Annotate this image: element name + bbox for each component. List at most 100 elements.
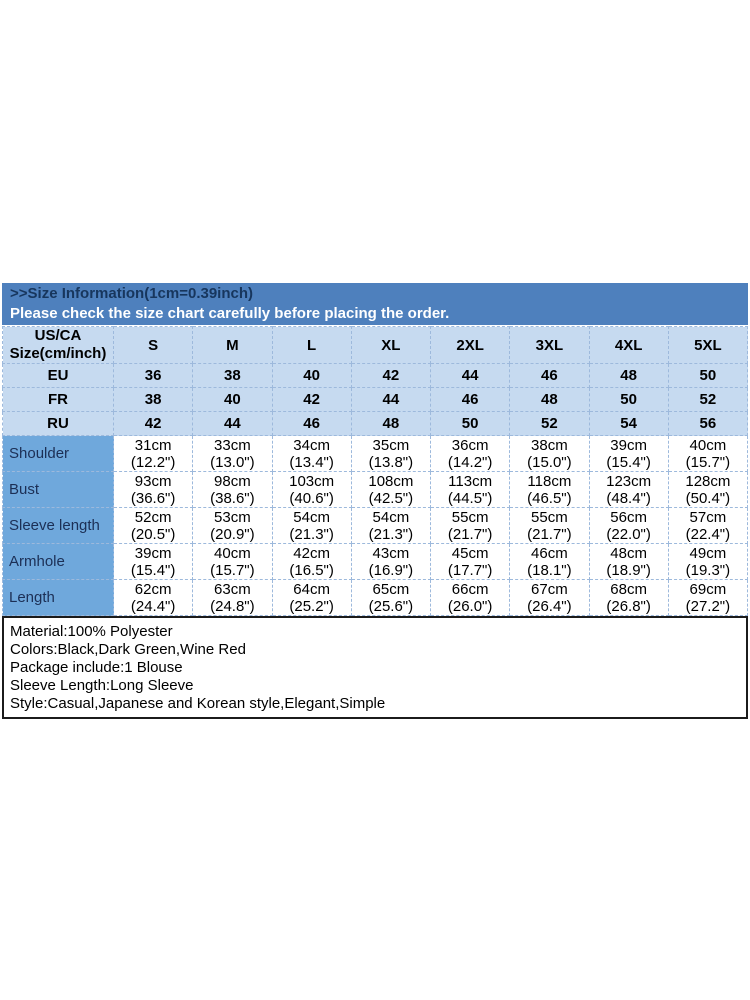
info-material: Material:100% Polyester: [10, 623, 173, 640]
size-value-cell: 40: [192, 387, 273, 412]
measurement-cell: 39cm (15.4"): [112, 543, 194, 580]
measurement-label-armhole: Armhole: [2, 543, 114, 580]
measurement-cm: 93cm: [134, 472, 172, 490]
measurement-cm: 118cm: [527, 472, 572, 490]
size-value-cell: 50: [667, 363, 749, 388]
size-header-4xl: 4XL: [588, 326, 669, 364]
measurement-cm: 69cm: [689, 580, 727, 598]
measurement-cell: 118cm (46.5"): [509, 471, 590, 508]
measurement-cell: 43cm (16.9"): [350, 543, 432, 580]
measurement-inch: (44.5"): [447, 489, 493, 507]
measurement-cell: 49cm (19.3"): [667, 543, 749, 580]
measurement-inch: (18.1"): [527, 561, 572, 579]
size-header-3xl: 3XL: [509, 326, 590, 364]
measurement-inch: (21.7"): [527, 525, 572, 543]
measurement-inch: (21.3"): [289, 525, 334, 543]
measurement-cell: 64cm (25.2"): [271, 579, 352, 616]
measurement-inch: (15.0"): [527, 453, 572, 471]
measurement-cell: 33cm (13.0"): [192, 435, 273, 472]
size-table-corner-header: US/CA Size(cm/inch): [2, 326, 114, 364]
measurement-cm: 123cm: [606, 472, 652, 490]
measurement-cell: 52cm (20.5"): [112, 507, 194, 544]
size-header-5xl: 5XL: [667, 326, 749, 364]
measurement-inch: (25.2"): [289, 597, 334, 615]
measurement-cm: 66cm: [451, 580, 489, 598]
measurement-inch: (26.0"): [447, 597, 493, 615]
measurement-cell: 57cm (22.4"): [667, 507, 749, 544]
measurement-cell: 68cm (26.8"): [588, 579, 669, 616]
measurement-row-armhole: Armhole 39cm (15.4") 40cm (15.7") 42cm (16.…: [2, 543, 749, 580]
measurement-cm: 39cm: [610, 436, 647, 454]
measurement-inch: (27.2"): [685, 597, 731, 615]
measurement-cell: 54cm (21.3"): [271, 507, 352, 544]
region-label-ru: RU: [2, 411, 114, 436]
measurement-cm: 40cm: [689, 436, 727, 454]
measurement-cm: 98cm: [214, 472, 251, 490]
size-value-cell: 42: [271, 387, 352, 412]
measurement-inch: (13.4"): [289, 453, 334, 471]
measurement-cell: 66cm (26.0"): [429, 579, 511, 616]
size-value-cell: 48: [509, 387, 590, 412]
measurement-cm: 54cm: [293, 508, 330, 526]
measurement-cm: 57cm: [689, 508, 727, 526]
region-row-fr: FR 38 40 42 44 46 48 50 52: [2, 387, 749, 412]
size-value-cell: 42: [350, 363, 432, 388]
measurement-cell: 62cm (24.4"): [112, 579, 194, 616]
measurement-inch: (15.7"): [685, 453, 731, 471]
info-style: Style:Casual,Japanese and Korean style,E…: [10, 695, 386, 712]
size-value-cell: 48: [588, 363, 669, 388]
measurement-inch: (40.6"): [289, 489, 334, 507]
measurement-cm: 43cm: [372, 544, 410, 562]
measurement-row-bust: Bust 93cm (36.6") 98cm (38.6") 103cm (40.6"…: [2, 471, 749, 508]
measurement-cell: 108cm (42.5"): [350, 471, 432, 508]
corner-header-line1: US/CA: [34, 327, 82, 344]
size-value-cell: 36: [112, 363, 194, 388]
measurement-cell: 103cm (40.6"): [271, 471, 352, 508]
measurement-cell: 46cm (18.1"): [509, 543, 590, 580]
measurement-inch: (50.4"): [685, 489, 731, 507]
measurement-inch: (15.4"): [606, 453, 651, 471]
measurement-cell: 63cm (24.8"): [192, 579, 273, 616]
measurement-cm: 108cm: [368, 472, 414, 490]
measurement-cm: 55cm: [531, 508, 568, 526]
size-info-subtitle: Please check the size chart carefully be…: [10, 305, 450, 322]
size-value-cell: 50: [588, 387, 669, 412]
size-value-cell: 44: [429, 363, 511, 388]
measurement-inch: (26.8"): [606, 597, 651, 615]
size-value-cell: 50: [429, 411, 511, 436]
measurement-cm: 103cm: [289, 472, 335, 490]
measurement-cell: 35cm (13.8"): [350, 435, 432, 472]
region-label-fr: FR: [2, 387, 114, 412]
size-value-cell: 44: [350, 387, 432, 412]
measurement-cell: 40cm (15.7"): [667, 435, 749, 472]
measurement-cm: 64cm: [293, 580, 330, 598]
size-header-m: M: [192, 326, 273, 364]
measurement-inch: (20.5"): [130, 525, 176, 543]
measurement-cm: 49cm: [689, 544, 727, 562]
measurement-inch: (18.9"): [606, 561, 651, 579]
size-information-panel: >>Size Information(1cm=0.39inch) Please …: [2, 283, 749, 719]
measurement-cm: 113cm: [448, 472, 493, 490]
measurement-cm: 128cm: [685, 472, 731, 490]
measurement-inch: (46.5"): [527, 489, 572, 507]
info-package: Package include:1 Blouse: [10, 659, 183, 676]
measurement-row-shoulder: Shoulder 31cm (12.2") 33cm (13.0") 34cm (13…: [2, 435, 749, 472]
size-value-cell: 52: [509, 411, 590, 436]
measurement-cell: 55cm (21.7"): [509, 507, 590, 544]
measurement-cm: 68cm: [610, 580, 647, 598]
measurement-cell: 38cm (15.0"): [509, 435, 590, 472]
info-sleeve-length: Sleeve Length:Long Sleeve: [10, 677, 194, 694]
region-row-eu: EU 36 38 40 42 44 46 48 50: [2, 363, 749, 388]
measurement-label-sleeve-length: Sleeve length: [2, 507, 114, 544]
measurement-cell: 93cm (36.6"): [112, 471, 194, 508]
measurement-cm: 54cm: [372, 508, 410, 526]
measurement-cell: 42cm (16.5"): [271, 543, 352, 580]
size-value-cell: 38: [192, 363, 273, 388]
measurement-inch: (24.4"): [130, 597, 176, 615]
measurement-inch: (15.7"): [210, 561, 255, 579]
size-value-cell: 52: [667, 387, 749, 412]
measurement-cm: 42cm: [293, 544, 330, 562]
measurement-inch: (25.6"): [368, 597, 414, 615]
size-info-header-bar: >>Size Information(1cm=0.39inch) Please …: [2, 283, 748, 325]
